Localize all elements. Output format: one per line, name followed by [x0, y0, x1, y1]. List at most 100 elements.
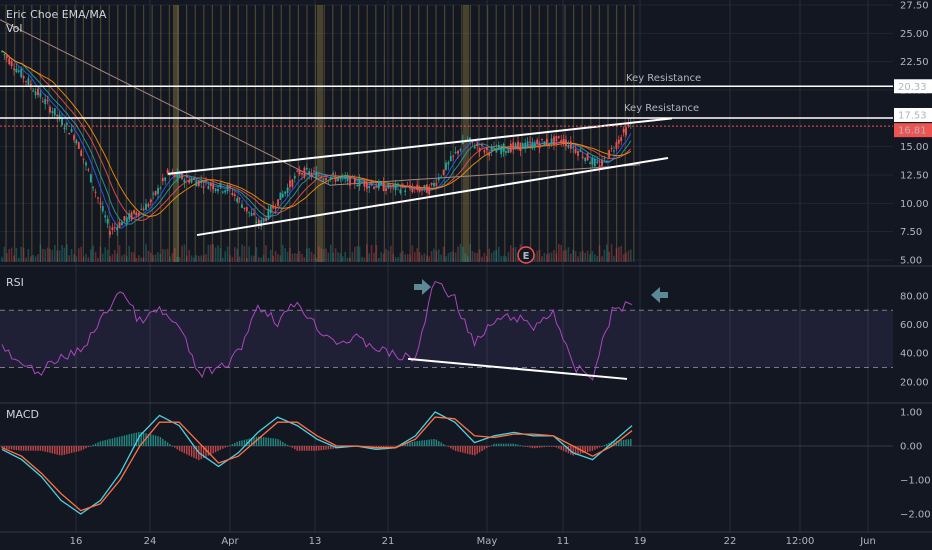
volume-bar — [404, 254, 406, 262]
trendline-upper — [167, 117, 673, 175]
volume-bar — [483, 253, 486, 262]
candle-body — [437, 177, 440, 181]
macd-histogram-bar — [207, 446, 210, 456]
volume-bar — [390, 245, 392, 262]
volume-bar — [423, 253, 426, 262]
volume-bar — [195, 255, 198, 262]
macd-histogram-bar — [452, 446, 454, 450]
macd-histogram-bar — [73, 446, 75, 453]
candle-body — [423, 185, 426, 188]
volume-bar — [133, 252, 135, 262]
candle-body — [589, 162, 591, 164]
macd-histogram-bar — [188, 446, 190, 456]
macd-histogram-bar — [550, 446, 553, 447]
volume-bar — [85, 253, 87, 262]
macd-histogram-bar — [450, 446, 452, 449]
candle-body — [409, 185, 411, 189]
candle-body — [353, 178, 356, 184]
volume-bar — [80, 246, 82, 262]
candle-body — [296, 170, 299, 172]
volume-bar — [104, 247, 106, 262]
candle-body — [253, 213, 255, 215]
candle-body — [517, 141, 519, 148]
candle-body — [291, 179, 294, 187]
candle-body — [68, 133, 71, 135]
volume-bar — [54, 245, 56, 262]
volume-bar — [171, 253, 174, 262]
candle-body — [581, 156, 584, 158]
candle-body — [39, 92, 42, 97]
macd-histogram-bar — [70, 446, 73, 453]
macd-histogram-bar — [282, 441, 284, 446]
volume-bar — [190, 255, 193, 262]
macd-histogram-bar — [128, 434, 130, 446]
volume-bar — [481, 256, 483, 262]
macd-signal-line — [1, 416, 633, 512]
volume-bar — [505, 256, 507, 262]
volume-bar — [414, 252, 416, 262]
candle-body — [351, 176, 354, 178]
macd-histogram-bar — [46, 446, 49, 453]
candle-body — [512, 142, 515, 149]
candle-body — [185, 175, 188, 178]
macd-histogram-bar — [8, 446, 10, 450]
macd-histogram-bar — [222, 446, 224, 449]
candle-body — [238, 198, 241, 200]
macd-tick-2: −1.00 — [900, 476, 931, 487]
macd-histogram-bar — [296, 446, 298, 451]
macd-histogram-bar — [440, 442, 442, 446]
volume-bar — [570, 253, 572, 262]
macd-histogram-bar — [18, 446, 20, 451]
macd-histogram-bar — [308, 446, 310, 451]
volume-bar — [282, 244, 284, 262]
volume-bar — [466, 255, 469, 262]
candle-body — [135, 212, 138, 216]
candle-body — [241, 204, 243, 208]
candle-body — [65, 123, 68, 126]
volume-bar — [267, 257, 270, 262]
volume-bar — [330, 244, 332, 262]
macd-histogram-bar — [301, 446, 303, 451]
volume-bar — [478, 249, 481, 262]
candle-body — [601, 159, 603, 166]
candle-body — [265, 218, 267, 222]
candle-body — [457, 150, 459, 154]
macd-histogram-bar — [157, 436, 159, 446]
volume-bar — [73, 254, 75, 262]
candle-body — [32, 90, 35, 92]
candle-body — [346, 176, 349, 182]
macd-histogram-bar — [380, 446, 382, 448]
resistance-label-lower: Key Resistance — [624, 103, 699, 114]
volume-bar — [176, 256, 178, 262]
volume-bar — [78, 248, 80, 262]
indicator-label: Eric Choe EMA/MA — [6, 8, 107, 21]
candle-body — [543, 141, 546, 147]
macd-histogram-bar — [332, 446, 334, 449]
macd-histogram-bar — [438, 441, 440, 446]
macd-histogram-bar — [258, 436, 260, 446]
macd-histogram-bar — [262, 437, 265, 446]
candle-body — [37, 88, 39, 96]
macd-histogram-bar — [538, 446, 541, 448]
time-label-5: May — [477, 536, 498, 547]
volume-bar — [387, 250, 390, 262]
macd-histogram-bar — [171, 445, 174, 447]
macd-histogram-bar — [392, 446, 394, 447]
candle-body — [394, 183, 397, 191]
candle-body — [425, 184, 428, 193]
volume-bar — [224, 251, 226, 262]
price-tick-7: 10.00 — [900, 199, 929, 210]
volume-bar — [502, 255, 505, 262]
candle-body — [56, 114, 59, 117]
volume-bars — [1, 244, 632, 262]
macd-histogram-bar — [613, 441, 615, 446]
candle-body — [250, 212, 253, 216]
candle-body — [555, 135, 558, 142]
macd-histogram-bar — [159, 437, 162, 446]
candle-body — [387, 183, 390, 189]
candle-body — [272, 205, 275, 209]
badge-level-20: 20.33 — [898, 82, 927, 93]
volume-bar — [342, 256, 344, 262]
macd-histogram-bar — [320, 446, 322, 451]
